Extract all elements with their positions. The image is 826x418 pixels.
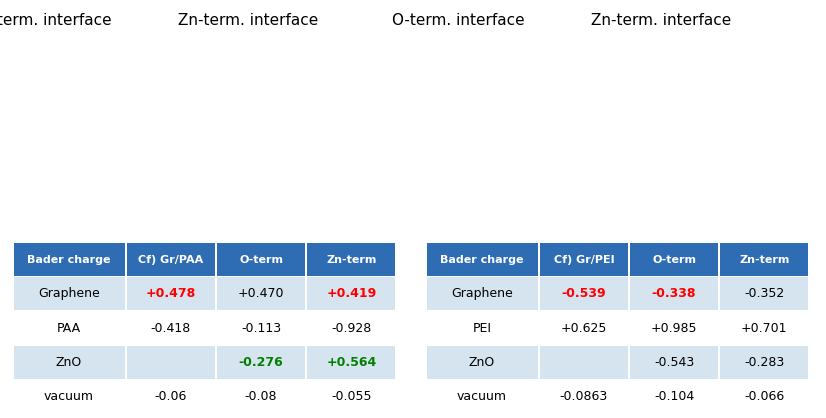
FancyBboxPatch shape [540,346,628,379]
FancyBboxPatch shape [630,380,718,413]
Text: +0.701: +0.701 [741,321,788,335]
FancyBboxPatch shape [630,346,718,379]
Text: O-term: O-term [652,255,696,265]
Text: -0.08: -0.08 [244,390,278,403]
FancyBboxPatch shape [127,277,215,311]
Text: +0.470: +0.470 [238,287,284,301]
FancyBboxPatch shape [426,380,538,413]
FancyBboxPatch shape [13,346,125,379]
Text: vacuum: vacuum [457,390,507,403]
FancyBboxPatch shape [630,243,718,276]
Text: vacuum: vacuum [44,390,94,403]
FancyBboxPatch shape [540,243,628,276]
Text: -0.338: -0.338 [652,287,696,301]
Text: Zn-term: Zn-term [739,255,790,265]
FancyBboxPatch shape [13,243,125,276]
FancyBboxPatch shape [630,311,718,345]
Text: ZnO: ZnO [469,356,495,369]
FancyBboxPatch shape [13,311,125,345]
FancyBboxPatch shape [720,346,809,379]
Text: O-term: O-term [239,255,283,265]
Text: -0.276: -0.276 [239,356,283,369]
FancyBboxPatch shape [307,243,396,276]
Text: +0.564: +0.564 [326,356,377,369]
Text: Zn-term. interface: Zn-term. interface [591,13,731,28]
FancyBboxPatch shape [127,346,215,379]
Text: +0.985: +0.985 [651,321,697,335]
Text: -0.352: -0.352 [744,287,785,301]
Text: Zn-term: Zn-term [326,255,377,265]
FancyBboxPatch shape [540,277,628,311]
FancyBboxPatch shape [127,380,215,413]
FancyBboxPatch shape [720,277,809,311]
Text: Cf) Gr/PEI: Cf) Gr/PEI [553,255,615,265]
FancyBboxPatch shape [217,311,305,345]
Text: +0.478: +0.478 [145,287,196,301]
Text: -0.418: -0.418 [150,321,191,335]
Text: -0.283: -0.283 [744,356,785,369]
FancyBboxPatch shape [720,243,809,276]
FancyBboxPatch shape [307,277,396,311]
Text: -0.113: -0.113 [241,321,281,335]
Text: -0.928: -0.928 [331,321,372,335]
FancyBboxPatch shape [426,277,538,311]
Text: O-term. interface: O-term. interface [0,13,112,28]
Text: O-term. interface: O-term. interface [392,13,525,28]
FancyBboxPatch shape [307,380,396,413]
Text: Cf) Gr/PAA: Cf) Gr/PAA [138,255,203,265]
FancyBboxPatch shape [217,277,305,311]
Text: -0.066: -0.066 [744,390,785,403]
FancyBboxPatch shape [720,311,809,345]
Text: -0.104: -0.104 [654,390,694,403]
Text: PEI: PEI [472,321,491,335]
FancyBboxPatch shape [217,243,305,276]
FancyBboxPatch shape [217,346,305,379]
Text: -0.055: -0.055 [331,390,372,403]
Text: -0.0863: -0.0863 [560,390,608,403]
FancyBboxPatch shape [127,243,215,276]
Text: -0.543: -0.543 [654,356,694,369]
Text: Graphene: Graphene [451,287,513,301]
Text: ZnO: ZnO [56,356,82,369]
Text: -0.06: -0.06 [154,390,187,403]
FancyBboxPatch shape [13,380,125,413]
Text: Bader charge: Bader charge [27,255,111,265]
FancyBboxPatch shape [540,311,628,345]
FancyBboxPatch shape [426,243,538,276]
FancyBboxPatch shape [217,380,305,413]
Text: Graphene: Graphene [38,287,100,301]
FancyBboxPatch shape [630,277,718,311]
Text: +0.625: +0.625 [561,321,607,335]
FancyBboxPatch shape [127,311,215,345]
Text: Zn-term. interface: Zn-term. interface [178,13,318,28]
FancyBboxPatch shape [307,346,396,379]
Text: -0.539: -0.539 [562,287,606,301]
FancyBboxPatch shape [540,380,628,413]
FancyBboxPatch shape [426,311,538,345]
FancyBboxPatch shape [720,380,809,413]
Text: +0.419: +0.419 [326,287,377,301]
Text: PAA: PAA [57,321,81,335]
FancyBboxPatch shape [13,277,125,311]
FancyBboxPatch shape [307,311,396,345]
Text: Bader charge: Bader charge [440,255,524,265]
FancyBboxPatch shape [426,346,538,379]
